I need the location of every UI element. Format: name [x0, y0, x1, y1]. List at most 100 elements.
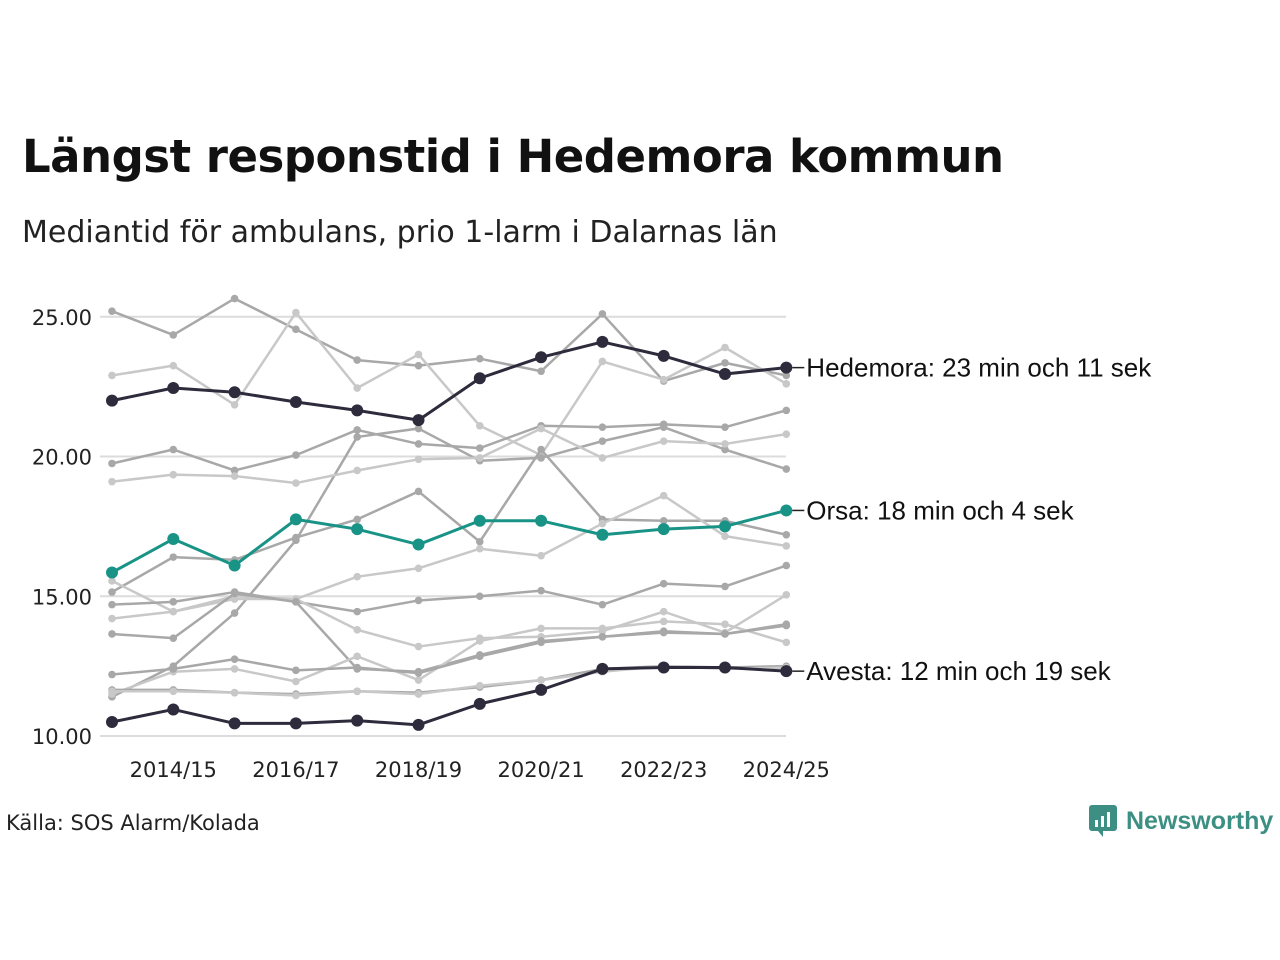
- data-point: [476, 681, 484, 690]
- data-point: [782, 406, 791, 415]
- data-point: [106, 394, 118, 407]
- data-point: [292, 479, 300, 487]
- data-point: [353, 433, 362, 441]
- data-point: [476, 454, 484, 462]
- background-series-line: [108, 423, 791, 701]
- data-point: [412, 414, 425, 427]
- data-point: [598, 357, 607, 366]
- data-point: [414, 690, 423, 698]
- data-point: [228, 717, 241, 730]
- data-point: [782, 638, 791, 647]
- data-point: [721, 440, 729, 448]
- data-point: [782, 591, 791, 599]
- data-point: [230, 466, 239, 475]
- data-point: [228, 559, 241, 572]
- x-tick-label: 2016/17: [252, 758, 339, 782]
- data-point: [230, 688, 239, 697]
- series-label-orsa: Orsa: 18 min och 4 sek: [806, 495, 1074, 525]
- background-series-line: [108, 424, 791, 487]
- x-tick-label: 2022/23: [620, 758, 707, 782]
- data-point: [780, 665, 793, 678]
- data-point: [598, 624, 607, 633]
- data-point: [782, 380, 791, 388]
- data-point: [412, 538, 425, 551]
- background-series-line: [108, 621, 791, 679]
- data-point: [414, 350, 423, 359]
- data-point: [292, 451, 300, 459]
- data-point: [721, 359, 729, 367]
- background-series-line: [108, 406, 791, 475]
- data-point: [414, 455, 423, 464]
- data-point: [108, 577, 116, 585]
- data-point: [230, 400, 239, 409]
- data-point: [537, 424, 545, 433]
- data-point: [353, 572, 362, 581]
- data-point: [596, 662, 609, 675]
- data-point: [719, 520, 731, 533]
- data-point: [414, 424, 423, 433]
- x-tick-label: 2024/25: [743, 758, 830, 782]
- brand-name: Newsworthy: [1126, 806, 1274, 835]
- data-point: [353, 607, 362, 616]
- series-line: [111, 297, 787, 383]
- background-series-line: [108, 561, 791, 616]
- x-axis: 2014/15 2016/17 2018/19 2020/21 2022/23 2024/…: [130, 758, 830, 782]
- series-line: [111, 494, 787, 613]
- data-point: [292, 308, 300, 317]
- data-point: [659, 375, 668, 384]
- data-point: [108, 307, 116, 315]
- series-avesta: [106, 661, 793, 731]
- data-point: [292, 536, 300, 545]
- data-point: [108, 459, 116, 468]
- data-point: [598, 423, 607, 431]
- data-point: [169, 634, 178, 642]
- data-point: [292, 666, 300, 675]
- x-tick-label: 2020/21: [497, 758, 584, 782]
- data-point: [169, 445, 178, 454]
- data-point: [289, 513, 302, 526]
- data-point: [598, 437, 607, 445]
- data-point: [353, 663, 362, 672]
- data-point: [169, 470, 178, 479]
- data-point: [167, 382, 180, 395]
- data-point: [351, 404, 364, 417]
- data-point: [289, 717, 302, 730]
- data-point: [108, 670, 116, 679]
- series-hedemora: [106, 335, 793, 427]
- data-point: [169, 687, 178, 696]
- data-point: [412, 718, 425, 731]
- data-point: [535, 683, 548, 696]
- y-tick-label: 25.00: [32, 306, 92, 330]
- data-point: [782, 465, 791, 473]
- series-line: [111, 564, 787, 613]
- data-point: [473, 514, 486, 527]
- data-point: [353, 356, 362, 364]
- data-point: [353, 384, 362, 392]
- data-point: [108, 614, 116, 623]
- data-point: [598, 454, 607, 462]
- data-point: [476, 354, 484, 363]
- data-point: [167, 703, 180, 716]
- x-tick-label: 2014/15: [130, 758, 217, 782]
- source-note: Källa: SOS Alarm/Kolada: [6, 811, 260, 835]
- data-point: [353, 426, 362, 434]
- data-point: [659, 491, 668, 500]
- data-point: [230, 589, 239, 598]
- data-point: [719, 661, 731, 674]
- data-point: [169, 598, 178, 606]
- data-point: [106, 716, 118, 729]
- series-line: [111, 666, 787, 727]
- data-point: [721, 445, 729, 454]
- data-point: [108, 687, 116, 696]
- data-point: [167, 532, 180, 545]
- data-point: [537, 551, 545, 560]
- data-point: [782, 371, 791, 380]
- data-point: [476, 637, 484, 645]
- data-point: [535, 351, 548, 364]
- data-point: [108, 600, 116, 609]
- data-point: [782, 430, 791, 438]
- data-point: [659, 579, 668, 588]
- data-point: [721, 532, 729, 540]
- data-point: [414, 676, 423, 684]
- background-series-line: [108, 591, 791, 651]
